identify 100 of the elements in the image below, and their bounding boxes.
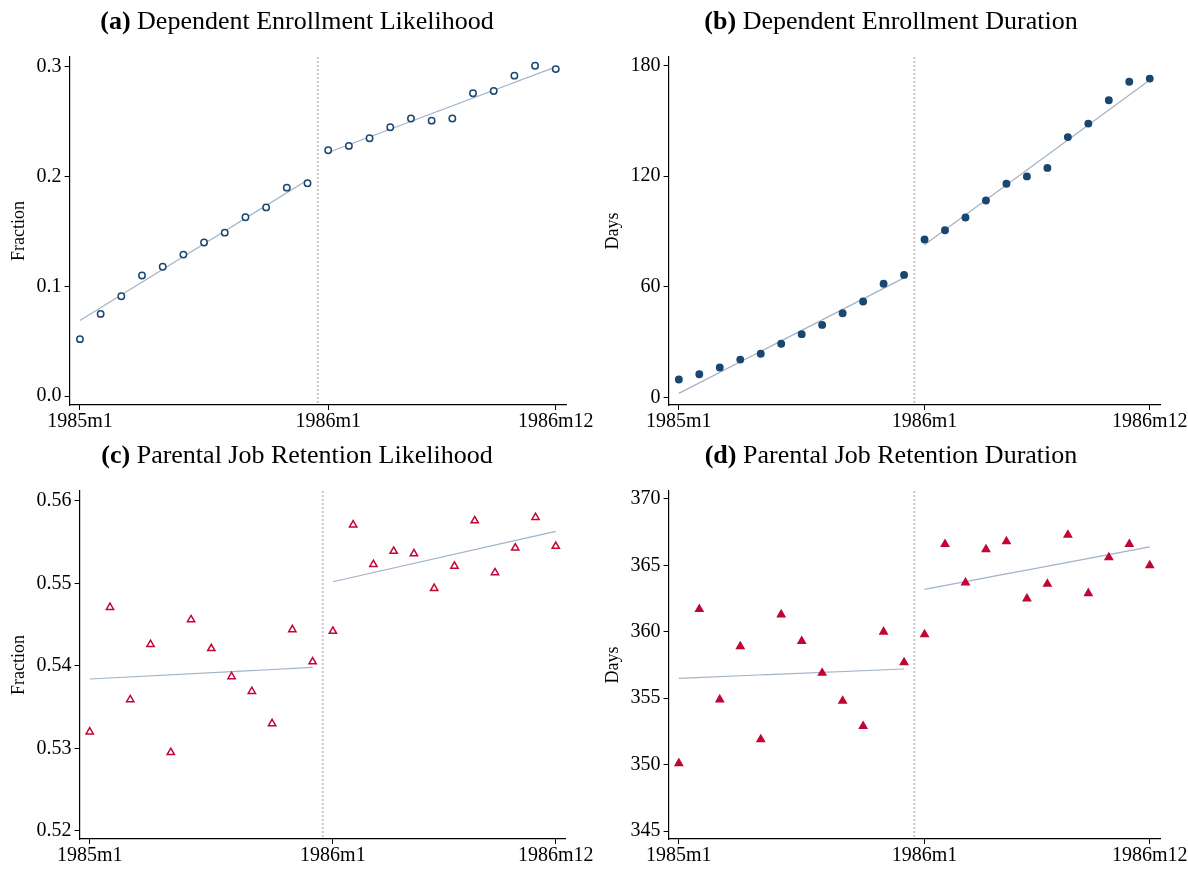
y-axis-title: Days xyxy=(601,212,622,250)
point xyxy=(469,89,477,98)
point xyxy=(179,250,188,259)
point xyxy=(448,114,457,123)
point xyxy=(531,512,540,521)
y-tick-label: 345 xyxy=(630,818,661,841)
point xyxy=(227,671,236,680)
point xyxy=(879,626,888,635)
point xyxy=(674,758,684,767)
y-tick-label: 0.52 xyxy=(36,818,72,840)
x-tick-label: 1985m1 xyxy=(646,409,712,432)
point xyxy=(1124,539,1134,547)
point xyxy=(146,639,155,648)
point xyxy=(982,196,990,205)
point xyxy=(450,561,459,569)
point xyxy=(1063,529,1073,538)
point xyxy=(490,567,500,576)
point xyxy=(920,629,929,638)
point xyxy=(308,656,317,665)
point xyxy=(138,271,146,280)
y-tick-label: 120 xyxy=(630,163,661,186)
y-tick-label: 0.54 xyxy=(36,653,72,676)
point xyxy=(429,583,439,592)
x-tick-label: 1986m12 xyxy=(1111,409,1188,432)
point xyxy=(1104,96,1113,105)
point xyxy=(247,686,257,695)
point xyxy=(838,309,847,318)
point xyxy=(158,262,167,271)
point xyxy=(1125,77,1134,86)
point xyxy=(510,542,520,551)
point xyxy=(715,694,725,703)
point xyxy=(470,515,480,524)
point xyxy=(1104,552,1114,561)
point xyxy=(427,116,436,125)
x-tick-label: 1985m1 xyxy=(56,843,123,866)
point xyxy=(125,694,135,703)
point xyxy=(551,541,561,550)
x-tick-label: 1986m1 xyxy=(295,409,361,432)
point xyxy=(262,203,271,212)
point xyxy=(838,695,848,704)
point xyxy=(386,123,395,132)
point xyxy=(303,179,312,188)
point xyxy=(1145,74,1154,83)
y-tick-label: 0.1 xyxy=(36,273,62,296)
x-tick-label: 1985m1 xyxy=(646,843,712,866)
point xyxy=(1063,133,1072,142)
y-tick-label: 355 xyxy=(630,685,661,708)
point xyxy=(105,602,115,611)
point xyxy=(267,718,277,727)
point xyxy=(200,238,209,247)
y-tick-label: 0.3 xyxy=(36,54,62,77)
y-tick-label: 350 xyxy=(630,751,661,774)
point xyxy=(1002,179,1011,188)
x-tick-label: 1986m12 xyxy=(517,843,594,866)
point xyxy=(858,721,868,729)
point xyxy=(489,87,498,95)
point xyxy=(1084,119,1093,128)
point xyxy=(287,624,297,633)
point xyxy=(756,349,765,358)
point xyxy=(900,270,909,279)
y-tick-label: 0.56 xyxy=(36,488,72,511)
y-tick-label: 0.2 xyxy=(36,163,62,186)
point xyxy=(695,370,704,379)
point xyxy=(715,363,724,372)
y-tick-label: 0.55 xyxy=(36,570,72,593)
x-tick-label: 1986m1 xyxy=(300,843,366,866)
point xyxy=(961,213,970,222)
point xyxy=(166,747,176,756)
point xyxy=(531,61,540,70)
y-tick-label: 180 xyxy=(630,52,661,75)
point xyxy=(920,235,929,244)
point xyxy=(776,609,786,618)
point xyxy=(818,320,827,329)
point xyxy=(241,213,250,222)
point xyxy=(328,626,338,635)
x-tick-label: 1986m1 xyxy=(891,843,958,866)
x-tick-label: 1986m12 xyxy=(517,409,594,432)
point xyxy=(674,375,683,384)
point xyxy=(96,309,105,318)
y-tick-label: 0.53 xyxy=(36,735,72,758)
y-axis-title: Fraction xyxy=(7,201,28,261)
y-tick-label: 370 xyxy=(630,486,661,509)
point xyxy=(510,71,519,80)
point xyxy=(409,548,419,557)
point xyxy=(777,339,786,348)
point xyxy=(389,546,399,555)
point xyxy=(365,134,374,143)
point xyxy=(961,577,970,586)
point xyxy=(899,657,909,666)
x-tick-label: 1986m12 xyxy=(1111,843,1188,866)
point xyxy=(736,355,745,364)
point xyxy=(186,614,196,623)
point xyxy=(694,604,704,613)
chart-title: (d) Parental Job Retention Duration xyxy=(703,439,1079,471)
point xyxy=(551,65,560,74)
y-axis-title: Days xyxy=(601,646,622,684)
point xyxy=(85,726,95,735)
point xyxy=(941,226,949,235)
y-tick-label: 60 xyxy=(640,274,661,297)
y-tick-label: 0.0 xyxy=(36,383,62,406)
